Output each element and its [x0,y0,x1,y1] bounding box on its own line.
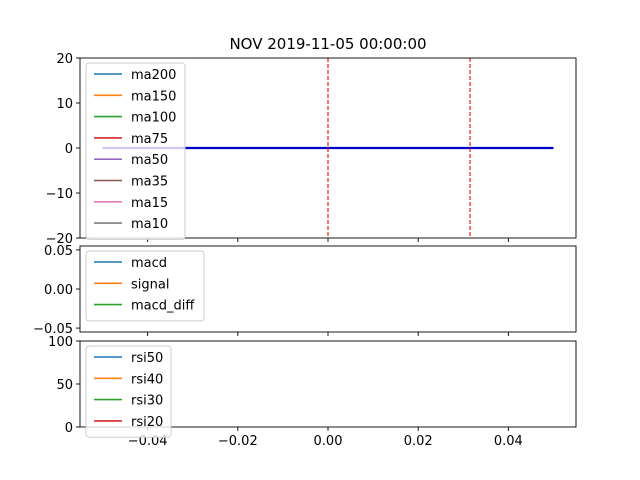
legend-label-macd: macd [131,256,167,271]
y-tick-label: 0 [65,142,73,157]
plot-frame [79,57,577,239]
y-tick-label: 50 [56,378,73,393]
y-tick-label: 10 [56,97,73,112]
legend: ma200 ma150 ma100 ma75 ma50 ma35 ma15 ma10 [85,62,186,240]
legend-label-signal: signal [131,277,169,292]
x-tick-label: 0.00 [314,434,343,449]
plot-frame [79,340,577,428]
legend-label-ma15: ma15 [131,196,168,211]
chart-title: NOV 2019-11-05 00:00:00 [229,35,426,53]
y-tick-label: 0 [65,421,73,436]
legend-label-ma150: ma150 [131,89,176,104]
legend-box [85,345,172,438]
plot-frame [79,245,577,333]
legend-label-rsi50: rsi50 [131,351,163,366]
legend-box [85,250,205,322]
y-tick-label: 20 [56,52,73,67]
y-tick-label: −0.05 [33,322,73,337]
legend-label-rsi20: rsi20 [131,415,163,430]
legend-box [85,62,186,240]
x-tick-label: 0.02 [404,434,433,449]
y-tick-label: 0.05 [44,244,73,259]
legend-label-ma200: ma200 [131,68,176,83]
legend-label-rsi30: rsi30 [131,394,163,409]
x-tick-label: −0.04 [128,434,168,449]
legend-label-ma75: ma75 [131,132,168,147]
legend-label-ma10: ma10 [131,217,168,232]
panel-2: 0.05 0.00 −0.05 macd signal macd_diff [33,244,577,337]
legend: macd signal macd_diff [85,250,205,322]
legend-label-rsi40: rsi40 [131,372,163,387]
y-tick-label: −10 [46,187,73,202]
x-tick-label: 0.04 [494,434,523,449]
y-tick-label: −20 [46,232,73,247]
y-tick-label: 100 [48,335,73,350]
legend-label-ma50: ma50 [131,153,168,168]
legend: rsi50 rsi40 rsi30 rsi20 [85,345,172,438]
y-tick-label: 0.00 [44,283,73,298]
legend-label-ma100: ma100 [131,111,176,126]
x-tick-label: −0.02 [218,434,258,449]
legend-label-macd_diff: macd_diff [131,299,195,314]
legend-label-ma35: ma35 [131,175,168,190]
panel-3: −0.04 −0.02 0.00 0.02 0.04100500rsi50rsi40rs… [48,335,577,449]
